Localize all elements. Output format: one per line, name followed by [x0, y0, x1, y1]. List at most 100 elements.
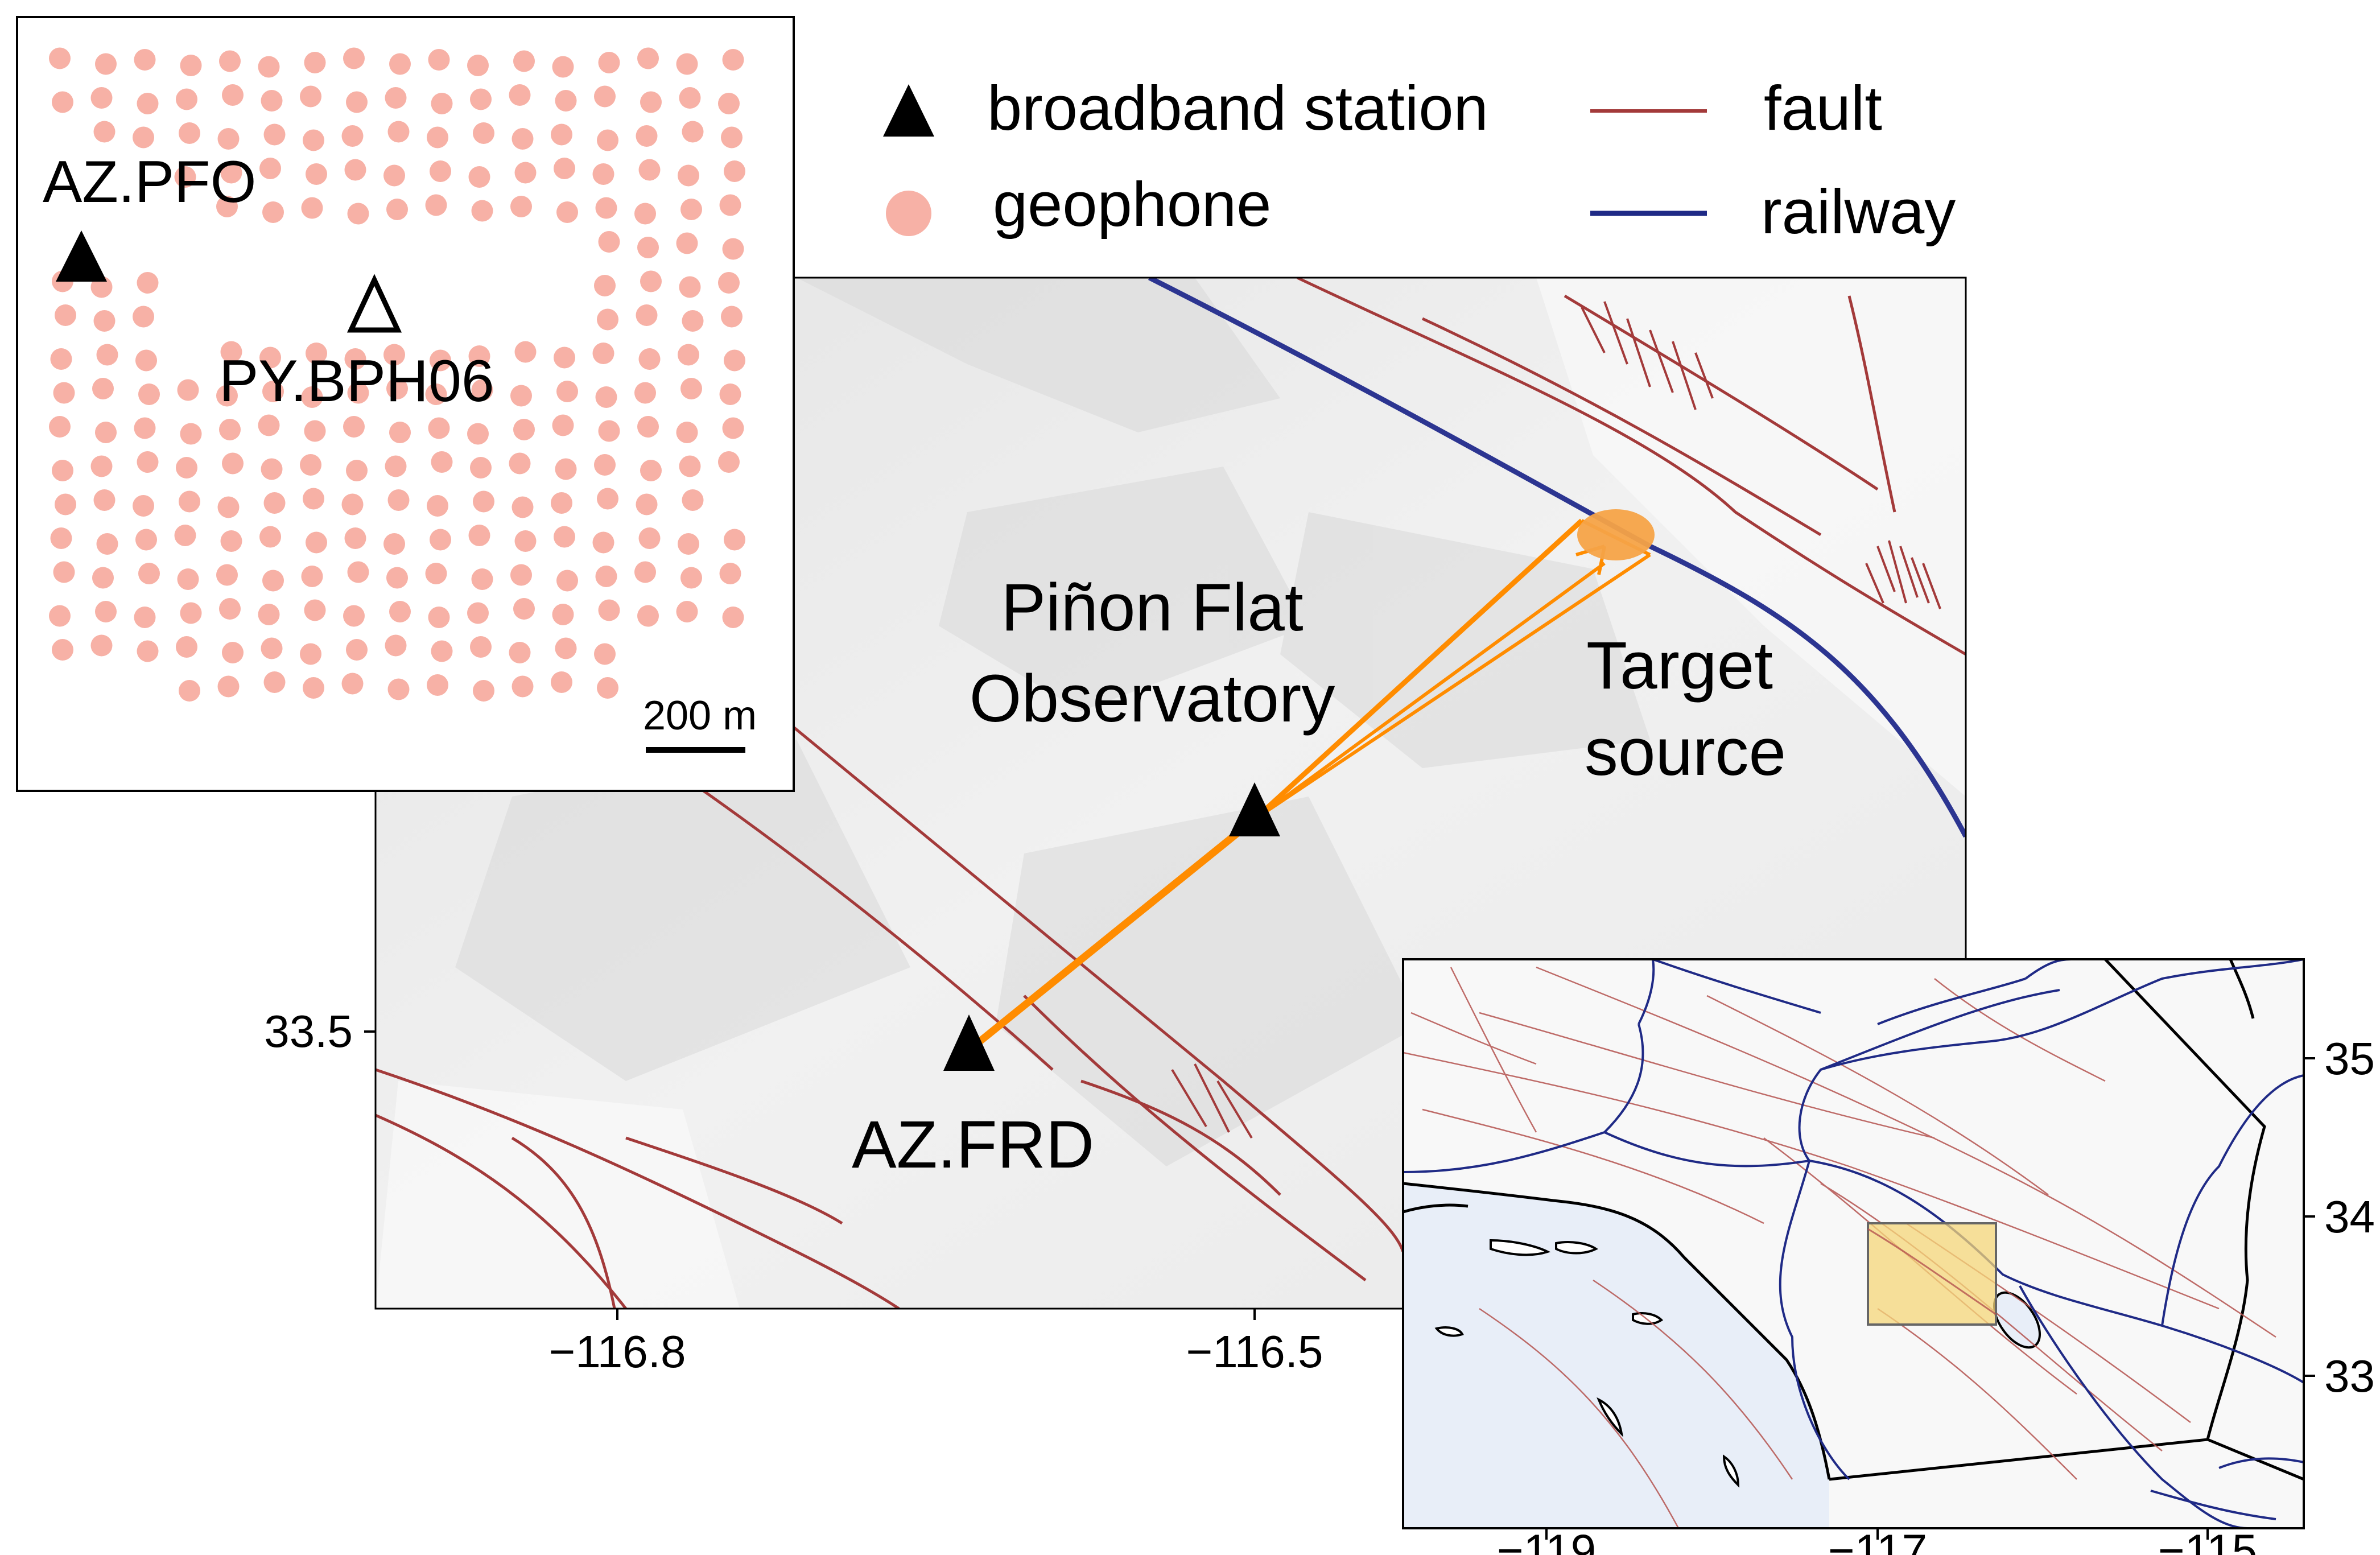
geophone-dot	[640, 91, 662, 113]
geophone-dot	[261, 458, 283, 480]
regional-inset: −119 −117 −115 35 34 33	[1402, 958, 2375, 1555]
geophone-dot	[303, 677, 324, 699]
geophone-dot	[554, 158, 575, 179]
geophone-dot	[261, 637, 283, 659]
geophone-dot	[425, 194, 447, 216]
geophone-dot	[721, 126, 743, 149]
geophone-dot	[428, 49, 450, 71]
y-tick-label: 33.5	[264, 1006, 353, 1057]
target-label-line2: source	[1585, 715, 1786, 790]
geophone-dot	[427, 674, 448, 696]
geophone-dot	[306, 343, 327, 364]
geophone-dot	[344, 348, 366, 370]
geophone-dot	[634, 561, 656, 583]
geophone-dot	[304, 420, 326, 442]
observatory-label-line1: Piñon Flat	[1001, 570, 1303, 645]
geophone-dot	[301, 566, 323, 587]
x-tick-label: −115	[2158, 1525, 2257, 1555]
geophone-dot	[724, 529, 745, 551]
legend-label: fault	[1764, 73, 1882, 143]
station-frd-marker	[943, 1014, 995, 1071]
scale-label: 200 m	[643, 693, 757, 739]
geophone-dot	[552, 56, 574, 78]
target-source-ellipse	[1577, 509, 1655, 560]
geophone-dot	[636, 304, 658, 326]
geophone-dot	[216, 196, 238, 217]
geophone-dot	[676, 53, 698, 75]
geophone-dot	[138, 383, 160, 405]
geophone-dot	[259, 347, 281, 369]
geophone-dot	[468, 525, 490, 546]
legend-geophone-symbol	[886, 191, 931, 236]
ocean	[1403, 1183, 1829, 1528]
array-inset: AZ.PFO PY.BPH06 200 m	[16, 16, 795, 792]
geophone-dot	[682, 310, 704, 332]
geophone-dot	[90, 87, 113, 109]
geophone-dot	[430, 160, 451, 182]
geophone-dot	[679, 276, 701, 298]
geophone-dot	[471, 200, 493, 222]
geophone-dot	[427, 495, 448, 517]
geophone-dot	[598, 599, 620, 621]
geophone-dot	[389, 53, 411, 75]
geophone-dot	[216, 564, 238, 586]
geophone-dot	[594, 275, 616, 296]
geophone-dot	[137, 272, 159, 294]
geophone-dot	[638, 348, 661, 370]
station-bph06-marker	[347, 274, 402, 333]
geophone-dot	[551, 492, 572, 514]
geophone-dot	[174, 525, 196, 546]
geophone-dot	[389, 601, 411, 622]
station-bph06-label: PY.BPH06	[219, 348, 494, 414]
geophone-dot	[179, 490, 200, 513]
geophone-dot	[303, 129, 324, 151]
geophone-dot	[137, 640, 159, 662]
geophone-dot	[513, 419, 535, 440]
geophone-dot	[383, 533, 405, 555]
geophone-dot	[344, 159, 366, 181]
geophone-dot	[680, 199, 702, 220]
geophone-dot	[722, 417, 744, 439]
geophone-dot	[96, 533, 118, 555]
geophone-dot	[634, 203, 656, 225]
geophone-dot	[306, 531, 327, 554]
geophone-dot	[638, 527, 661, 549]
geophone-dot	[718, 451, 740, 473]
geophone-dot	[595, 197, 617, 219]
geophone-dot	[96, 344, 118, 366]
geophone-dot	[133, 126, 154, 149]
geophone-dot	[597, 129, 618, 151]
geophone-dot	[389, 422, 411, 443]
geophone-dot	[385, 634, 407, 657]
geophone-dot	[49, 47, 71, 69]
geophone-dot	[551, 123, 572, 146]
geophone-dot	[346, 91, 368, 113]
geophone-dot	[133, 306, 154, 328]
ray-paths	[970, 518, 1651, 1050]
geophone-dot	[594, 85, 616, 108]
legend: broadband station geophone fault railway	[883, 73, 1956, 247]
geophone-dot	[347, 561, 369, 583]
islands	[1434, 1239, 1740, 1488]
y-tick-label: 34	[2324, 1191, 2375, 1242]
geophone-dot	[597, 488, 618, 510]
geophone-dot	[722, 49, 744, 71]
geophone-dot	[509, 84, 531, 106]
geophone-dot	[430, 349, 451, 372]
geophone-dot	[53, 561, 75, 583]
geophone-dot	[556, 570, 578, 592]
geophone-dot	[637, 47, 659, 69]
geophone-dot	[425, 563, 447, 584]
geophone-dot	[386, 567, 408, 589]
geophone-dot	[679, 455, 701, 477]
geophone-dot	[721, 306, 743, 328]
geophone-dot	[92, 378, 114, 399]
geophone-dot	[179, 680, 200, 702]
geophone-dot	[512, 128, 534, 150]
geophone-dot	[514, 162, 537, 184]
geophone-dot	[220, 341, 242, 363]
geophone-dot	[177, 568, 199, 590]
terrain-light	[376, 278, 1966, 1309]
geophone-dot	[386, 378, 408, 399]
target-label-line1: Target	[1586, 628, 1773, 703]
